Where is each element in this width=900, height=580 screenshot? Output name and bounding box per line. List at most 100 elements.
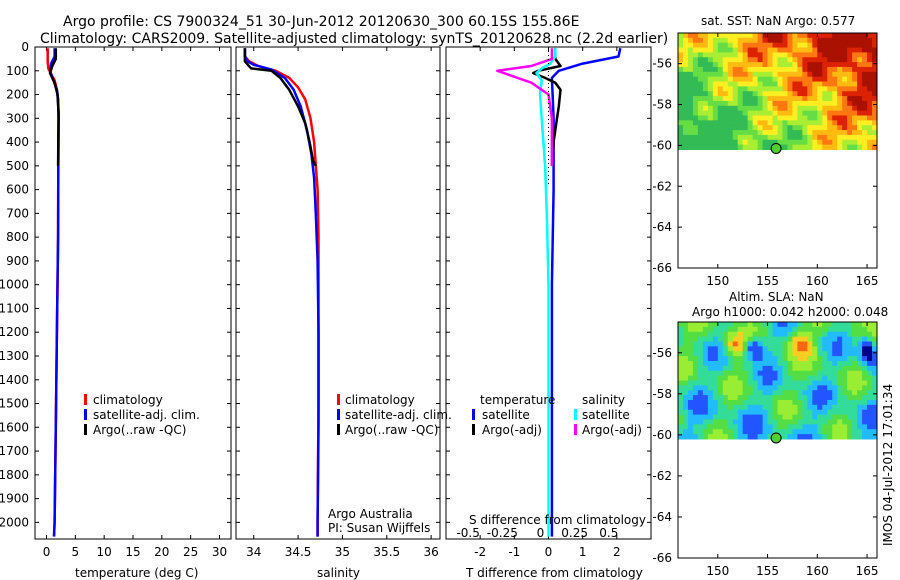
field-cell — [767, 86, 774, 92]
field-cell — [797, 419, 803, 425]
field-cell — [802, 346, 808, 352]
field-cell — [678, 76, 684, 83]
field-cell — [772, 346, 778, 352]
field-cell — [722, 346, 729, 352]
field-cell — [692, 351, 699, 357]
field-cell — [872, 336, 878, 342]
field-cell — [857, 385, 863, 391]
field-cell — [787, 91, 793, 97]
field-cell — [852, 62, 858, 68]
field-cell — [762, 57, 769, 63]
field-cell — [797, 375, 803, 381]
field-cell — [817, 380, 823, 386]
field-cell — [832, 380, 838, 386]
field-cell — [692, 434, 699, 440]
field-cell — [727, 100, 734, 107]
salinity-series — [243, 48, 320, 537]
field-cell — [732, 57, 739, 63]
field-cell — [812, 365, 818, 372]
field-cell — [702, 434, 709, 440]
field-cell — [742, 399, 749, 406]
field-cell — [777, 424, 783, 430]
field-cell — [847, 360, 853, 367]
field-cell — [737, 365, 744, 372]
field-cell — [802, 351, 808, 357]
field-cell — [732, 404, 739, 411]
field-cell — [682, 414, 689, 420]
field-cell — [777, 115, 783, 121]
field-cell — [692, 76, 699, 83]
field-cell — [817, 409, 823, 416]
field-cell — [752, 91, 759, 97]
field-cell — [787, 134, 793, 141]
field-cell — [777, 429, 783, 435]
field-cell — [837, 33, 843, 39]
field-cell — [827, 115, 833, 121]
field-cell — [822, 81, 828, 87]
field-cell — [787, 385, 793, 391]
field-cell — [867, 105, 873, 112]
field-cell — [857, 110, 863, 116]
field-cell — [702, 390, 709, 396]
field-cell — [742, 341, 749, 347]
field-cell — [772, 115, 778, 121]
field-cell — [762, 134, 769, 141]
field-cell — [782, 336, 788, 342]
field-cell — [717, 409, 724, 416]
field-cell — [822, 110, 828, 116]
field-cell — [707, 322, 714, 328]
field-cell — [867, 429, 873, 435]
latitude-tick-label: -66 — [652, 261, 672, 275]
field-cell — [837, 144, 843, 150]
field-cell — [807, 76, 813, 83]
t-difference-axis-label: T difference from climatology — [465, 566, 643, 580]
field-cell — [807, 96, 813, 102]
field-cell — [752, 370, 759, 377]
field-cell — [767, 326, 774, 333]
field-cell — [687, 71, 694, 78]
field-cell — [762, 139, 769, 146]
field-cell — [682, 429, 689, 435]
field-cell — [832, 115, 838, 121]
sst-map-title: sat. SST: NaN Argo: 0.577 — [701, 14, 855, 28]
field-cell — [747, 42, 754, 49]
field-cell — [712, 91, 719, 97]
field-cell — [832, 360, 838, 367]
field-cell — [687, 110, 694, 116]
depth-tick-label: 100 — [6, 64, 29, 78]
field-cell — [767, 434, 774, 440]
field-cell — [787, 380, 793, 386]
field-cell — [682, 110, 689, 116]
field-cell — [827, 390, 833, 396]
field-cell — [782, 351, 788, 357]
field-cell — [678, 62, 684, 68]
field-cell — [812, 120, 818, 126]
field-cell — [702, 429, 709, 435]
field-cell — [732, 105, 739, 112]
field-cell — [727, 419, 734, 425]
field-cell — [747, 33, 754, 39]
field-cell — [857, 414, 863, 420]
field-cell — [822, 96, 828, 102]
field-cell — [787, 76, 793, 83]
field-cell — [687, 375, 694, 381]
field-cell — [787, 105, 793, 112]
field-cell — [822, 57, 828, 63]
field-cell — [697, 134, 704, 141]
field-cell — [842, 336, 848, 342]
field-cell — [802, 115, 808, 121]
field-cell — [842, 331, 848, 338]
depth-tick-label: 500 — [6, 159, 29, 173]
temperature-tick-labels: 0 5 10 15 20 25 30 — [43, 47, 227, 559]
latitude-tick-label: -58 — [652, 387, 672, 401]
field-cell — [692, 322, 699, 328]
field-cell — [777, 71, 783, 78]
field-cell — [767, 71, 774, 78]
field-cell — [832, 57, 838, 63]
field-cell — [712, 66, 719, 73]
field-cell — [832, 375, 838, 381]
field-cell — [772, 419, 778, 425]
field-cell — [872, 360, 878, 367]
field-cell — [678, 351, 684, 357]
field-cell — [777, 336, 783, 342]
